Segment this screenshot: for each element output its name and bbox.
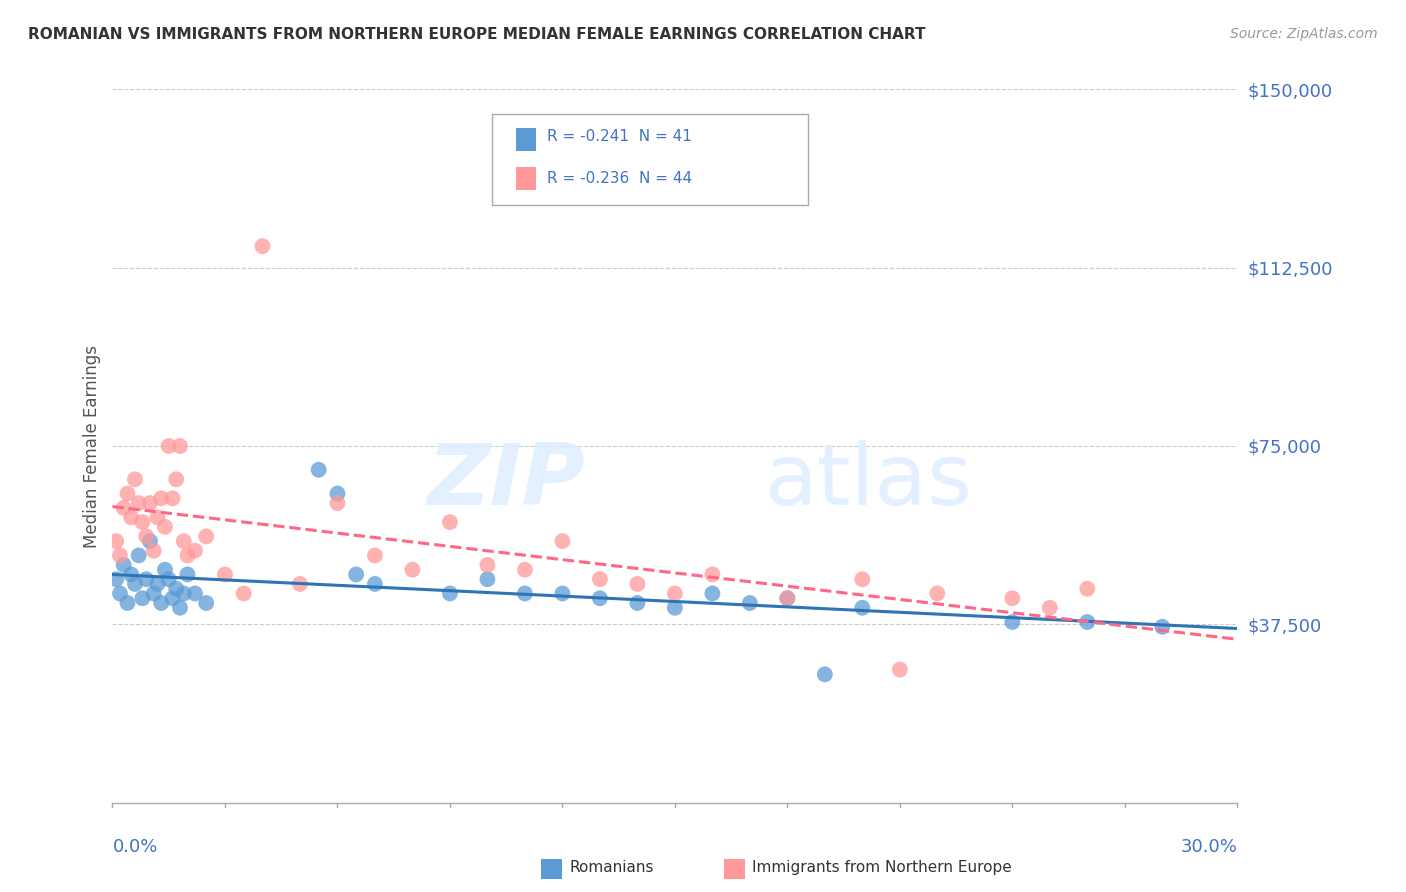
- Point: [477, 558, 499, 572]
- Point: [344, 567, 367, 582]
- Point: [664, 586, 686, 600]
- Point: [169, 600, 191, 615]
- Point: [157, 439, 180, 453]
- Point: [626, 577, 648, 591]
- Point: [814, 667, 837, 681]
- Text: ROMANIAN VS IMMIGRANTS FROM NORTHERN EUROPE MEDIAN FEMALE EARNINGS CORRELATION C: ROMANIAN VS IMMIGRANTS FROM NORTHERN EUR…: [28, 27, 925, 42]
- Point: [195, 529, 218, 543]
- Point: [889, 663, 911, 677]
- Point: [165, 582, 187, 596]
- Point: [139, 496, 162, 510]
- Point: [1076, 615, 1098, 629]
- Point: [124, 577, 146, 591]
- Point: [851, 572, 873, 586]
- Text: 0.0%: 0.0%: [112, 838, 157, 856]
- Point: [702, 567, 724, 582]
- Point: [184, 543, 207, 558]
- Point: [288, 577, 311, 591]
- Point: [142, 586, 165, 600]
- Point: [176, 549, 198, 563]
- Point: [108, 549, 131, 563]
- Point: [135, 572, 157, 586]
- Point: [364, 549, 387, 563]
- Point: [551, 586, 574, 600]
- Point: [162, 591, 184, 606]
- Text: Source: ZipAtlas.com: Source: ZipAtlas.com: [1230, 27, 1378, 41]
- Point: [131, 591, 153, 606]
- Point: [128, 496, 150, 510]
- Point: [150, 596, 173, 610]
- Point: [135, 529, 157, 543]
- Point: [173, 586, 195, 600]
- Point: [169, 439, 191, 453]
- Point: [150, 491, 173, 506]
- Point: [112, 500, 135, 515]
- Point: [195, 596, 218, 610]
- Point: [738, 596, 761, 610]
- Point: [1152, 620, 1174, 634]
- Point: [589, 591, 612, 606]
- Point: [326, 486, 349, 500]
- Point: [477, 572, 499, 586]
- Point: [776, 591, 799, 606]
- Point: [142, 543, 165, 558]
- Point: [1039, 600, 1062, 615]
- Point: [308, 463, 330, 477]
- Text: atlas: atlas: [765, 440, 973, 524]
- Point: [120, 510, 142, 524]
- Text: 30.0%: 30.0%: [1181, 838, 1237, 856]
- Point: [851, 600, 873, 615]
- Point: [173, 534, 195, 549]
- Point: [162, 491, 184, 506]
- Point: [214, 567, 236, 582]
- Point: [128, 549, 150, 563]
- Point: [139, 534, 162, 549]
- Point: [927, 586, 949, 600]
- Point: [439, 515, 461, 529]
- Point: [112, 558, 135, 572]
- Point: [105, 534, 128, 549]
- Point: [364, 577, 387, 591]
- Point: [157, 572, 180, 586]
- Point: [776, 591, 799, 606]
- Point: [252, 239, 274, 253]
- Point: [401, 563, 423, 577]
- Point: [326, 496, 349, 510]
- Point: [153, 520, 176, 534]
- Point: [589, 572, 612, 586]
- Point: [146, 510, 169, 524]
- Point: [664, 600, 686, 615]
- Point: [124, 472, 146, 486]
- Point: [184, 586, 207, 600]
- Point: [105, 572, 128, 586]
- Point: [1001, 615, 1024, 629]
- Text: Immigrants from Northern Europe: Immigrants from Northern Europe: [752, 861, 1012, 875]
- Y-axis label: Median Female Earnings: Median Female Earnings: [83, 344, 101, 548]
- Point: [551, 534, 574, 549]
- Point: [176, 567, 198, 582]
- Point: [626, 596, 648, 610]
- Point: [439, 586, 461, 600]
- Point: [165, 472, 187, 486]
- Point: [146, 577, 169, 591]
- Point: [702, 586, 724, 600]
- Point: [117, 486, 139, 500]
- Point: [120, 567, 142, 582]
- Point: [131, 515, 153, 529]
- Text: Romanians: Romanians: [569, 861, 654, 875]
- Point: [117, 596, 139, 610]
- Point: [1001, 591, 1024, 606]
- Point: [108, 586, 131, 600]
- Text: ZIP: ZIP: [427, 440, 585, 524]
- Point: [513, 586, 536, 600]
- Point: [1076, 582, 1098, 596]
- Point: [232, 586, 254, 600]
- Text: R = -0.241  N = 41: R = -0.241 N = 41: [547, 129, 692, 144]
- Point: [153, 563, 176, 577]
- Text: R = -0.236  N = 44: R = -0.236 N = 44: [547, 171, 692, 186]
- Point: [513, 563, 536, 577]
